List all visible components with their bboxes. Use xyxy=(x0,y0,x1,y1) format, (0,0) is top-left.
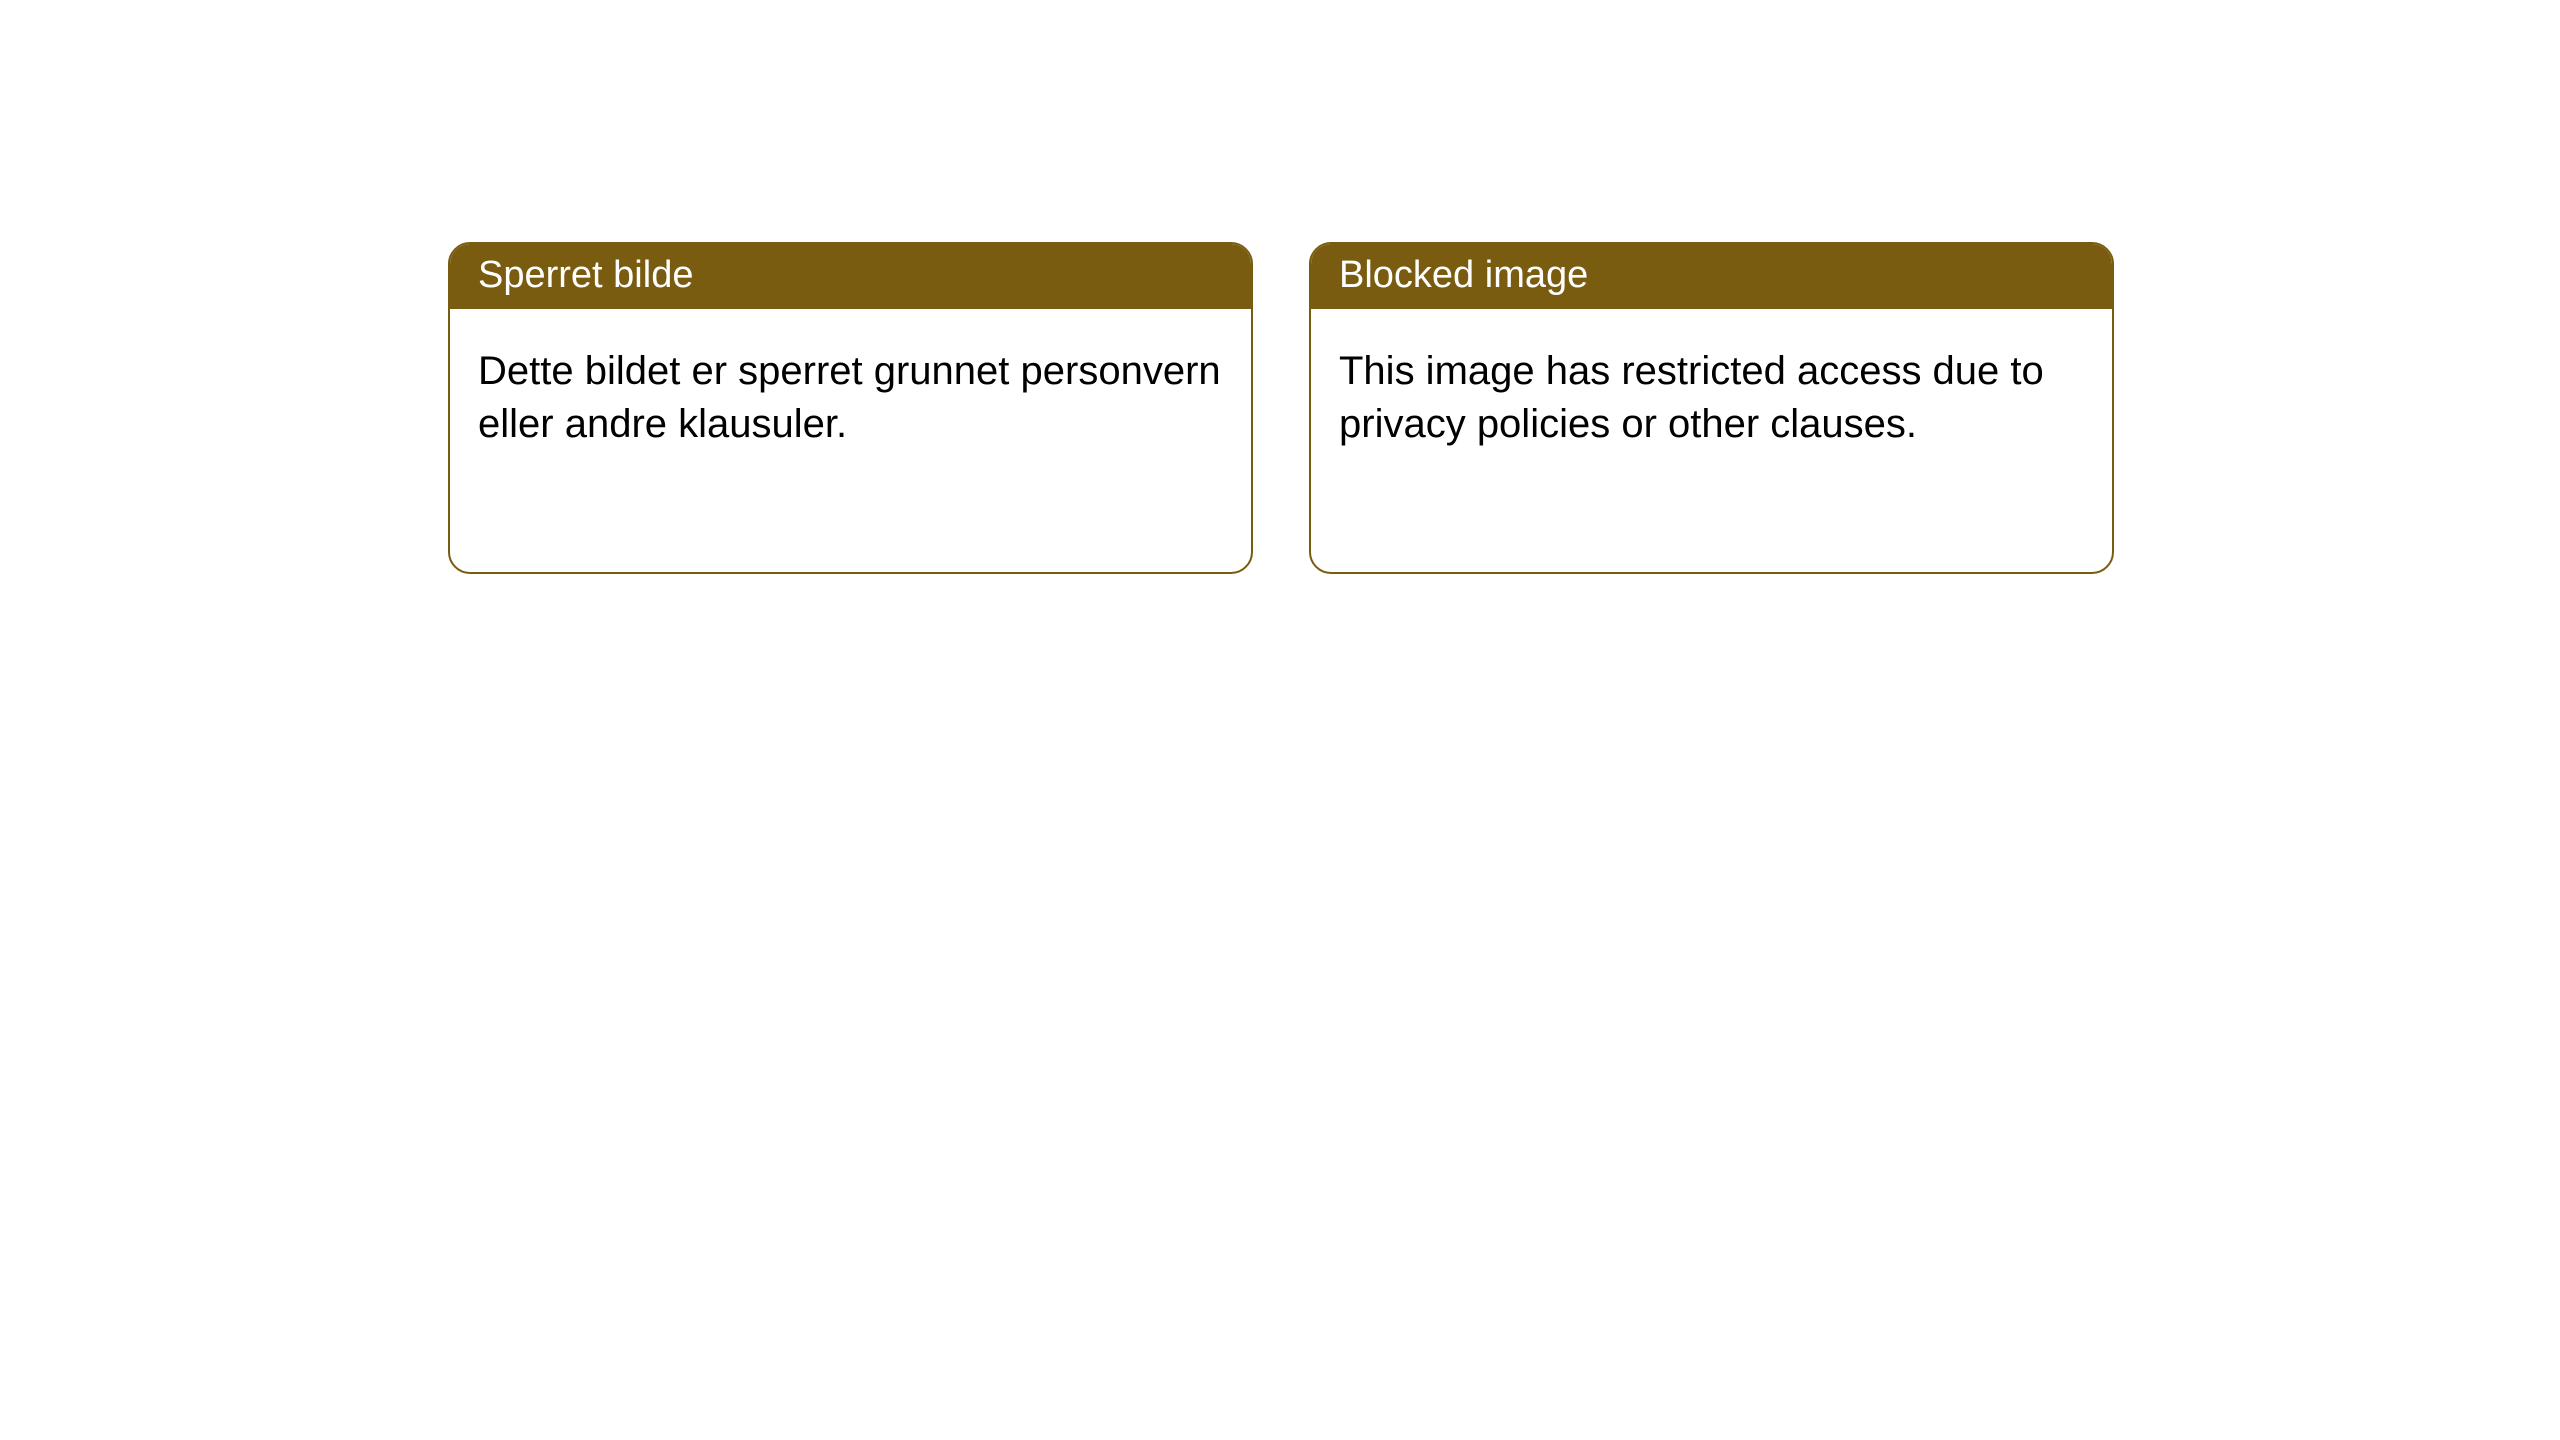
card-header-text: Sperret bilde xyxy=(478,254,693,296)
card-header-text: Blocked image xyxy=(1339,254,1588,296)
card-body-text: Dette bildet er sperret grunnet personve… xyxy=(478,349,1221,446)
card-body: Dette bildet er sperret grunnet personve… xyxy=(450,309,1251,487)
card-header: Blocked image xyxy=(1311,244,2112,309)
card-body-text: This image has restricted access due to … xyxy=(1339,349,2044,446)
blocked-image-card-norwegian: Sperret bilde Dette bildet er sperret gr… xyxy=(448,242,1253,574)
cards-container: Sperret bilde Dette bildet er sperret gr… xyxy=(0,0,2560,574)
blocked-image-card-english: Blocked image This image has restricted … xyxy=(1309,242,2114,574)
card-header: Sperret bilde xyxy=(450,244,1251,309)
card-body: This image has restricted access due to … xyxy=(1311,309,2112,487)
